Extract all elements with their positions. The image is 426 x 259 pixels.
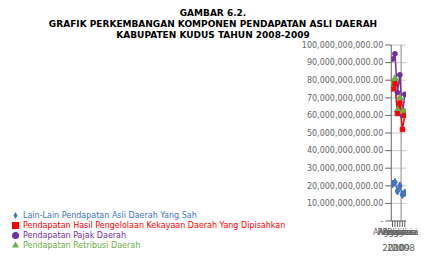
- html-text:GRAFIK PERKEMBANGAN KOMPONEN P: GRAFIK PERKEMBANGAN KOMPONEN PENDAPATAN …: [48, 19, 378, 29]
- svg-text:-: -: [380, 217, 383, 226]
- html-text:Pendapatan Hasil Pengelolaan K: Pendapatan Hasil Pengelolaan Kekayaan Da…: [23, 221, 286, 230]
- html-text:KABUPATEN KUDUS TAHUN 2008-200: KABUPATEN KUDUS TAHUN 2008-2009: [116, 30, 310, 40]
- svg-text:80,000,000,000.00: 80,000,000,000.00: [307, 76, 383, 85]
- html-text:GAMBAR 6.2.: GAMBAR 6.2.: [179, 8, 247, 18]
- html-text:Pendapatan Retribusi Daerah: Pendapatan Retribusi Daerah: [23, 241, 141, 250]
- svg-text:30,000,000,000.00: 30,000,000,000.00: [307, 164, 383, 173]
- html-text:Lain-Lain Pendapatan Asli Daer: Lain-Lain Pendapatan Asli Daerah Yang Sa…: [23, 211, 197, 220]
- svg-text:100,000,000,000.00: 100,000,000,000.00: [302, 41, 383, 50]
- svg-text:40,000,000,000.00: 40,000,000,000.00: [307, 146, 383, 155]
- svg-text:70,000,000,000.00: 70,000,000,000.00: [307, 94, 383, 103]
- svg-text:10,000,000,000.00: 10,000,000,000.00: [307, 199, 383, 208]
- svg-text:20,000,000,000.00: 20,000,000,000.00: [307, 182, 383, 191]
- svg-text:50,000,000,000.00: 50,000,000,000.00: [307, 129, 383, 138]
- svg-text:60,000,000,000.00: 60,000,000,000.00: [307, 111, 383, 120]
- svg-text:Realisasi: Realisasi: [387, 228, 418, 237]
- svg-text:2008: 2008: [392, 243, 415, 251]
- html-text:Pendapatan Pajak Daerah: Pendapatan Pajak Daerah: [23, 231, 127, 240]
- svg-text:90,000,000,000.00: 90,000,000,000.00: [307, 58, 383, 67]
- svg-text:Anggaran: Anggaran: [383, 228, 418, 237]
